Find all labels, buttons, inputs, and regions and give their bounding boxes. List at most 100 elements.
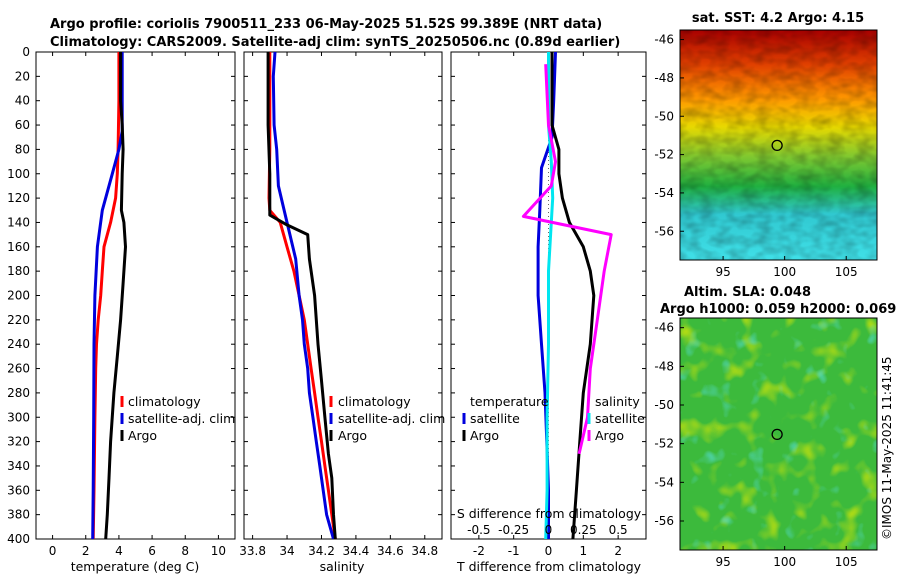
x-tick-label: -2 [473, 544, 485, 558]
temperature-x-ticks: 0 2 4 6 8 10 [49, 52, 226, 558]
sla-lon-ticks: 95 100 105 [715, 546, 858, 569]
lat-tick-label: -52 [654, 437, 674, 451]
lon-tick-label: 100 [773, 265, 796, 279]
x-tick-label: 34 [279, 544, 294, 558]
x-tick-label: 0 [49, 544, 57, 558]
temperature-axes-box [35, 51, 236, 540]
y-tick-label: 180 [7, 264, 30, 278]
series-line-climatology [267, 52, 337, 539]
sst-map-title: sat. SST: 4.2 Argo: 4.15 [692, 11, 864, 26]
top-tick-label: -0.5 [467, 523, 490, 537]
series-line-argo [266, 52, 337, 539]
s-difference-label: S difference from climatology [457, 506, 642, 521]
sst-lat-ticks: -46 -48 -50 -52 -54 -56 [654, 33, 684, 238]
lon-tick-label: 105 [835, 265, 858, 279]
legend-salinity-title: salinity [595, 394, 640, 409]
lat-tick-label: -48 [654, 71, 674, 85]
y-tick-label: 280 [7, 386, 30, 400]
difference-panel: -2 -1 0 1 2 temperature satellite Argo salin… [450, 51, 647, 574]
y-tick-label: 200 [7, 289, 30, 303]
y-tick-label: 300 [7, 410, 30, 424]
series-line-temperature-argo [550, 52, 596, 539]
lat-tick-label: -50 [654, 109, 674, 123]
difference-lines [521, 52, 613, 539]
legend-temperature-title: temperature [470, 394, 549, 409]
y-tick-label: 40 [15, 94, 30, 108]
top-tick-label: 0.5 [609, 523, 628, 537]
sla-map-title2: Argo h1000: 0.059 h2000: 0.069 [660, 302, 896, 317]
lat-tick-label: -50 [654, 398, 674, 412]
series-line-argo [104, 52, 127, 539]
lon-tick-label: 95 [715, 265, 730, 279]
x-tick-label: 4 [115, 544, 123, 558]
temperature-lines [91, 52, 127, 539]
lon-tick-label: 105 [835, 555, 858, 569]
sst-map: sat. SST: 4.2 Argo: 4.15 -46 -48 -50 -52 -54… [654, 11, 878, 279]
legend-satellite: satellite-adj. clim [338, 411, 445, 426]
sla-map-title1: Altim. SLA: 0.048 [684, 285, 811, 300]
salinity-depth-ticks [244, 51, 442, 540]
y-tick-label: 320 [7, 435, 30, 449]
y-tick-label: 20 [15, 69, 30, 83]
x-tick-label: 1 [580, 544, 588, 558]
top-tick-label: -0.25 [498, 523, 529, 537]
top-tick-label: 0.25 [570, 523, 597, 537]
lat-tick-label: -46 [654, 321, 674, 335]
legend-t-argo: Argo [470, 428, 499, 443]
legend-argo: Argo [128, 428, 157, 443]
difference-legend: temperature satellite Argo salinity sate… [462, 394, 645, 443]
y-tick-label: 340 [7, 459, 30, 473]
legend-t-satellite: satellite [470, 411, 520, 426]
difference-depth-ticks [451, 51, 646, 540]
legend-argo: Argo [338, 428, 367, 443]
y-tick-label: 220 [7, 313, 30, 327]
y-tick-label: 0 [22, 45, 30, 59]
sst-argo-marker [771, 139, 783, 152]
temperature-xlabel: temperature (deg C) [71, 559, 200, 574]
sla-frame [679, 317, 878, 551]
salinity-x-ticks: 33.8 34 34.2 34.4 34.6 34.8 [239, 52, 438, 558]
title-line2: Climatology: CARS2009. Satellite-adj cli… [50, 35, 620, 50]
sst-frame [679, 29, 878, 261]
series-line-climatology [91, 52, 121, 539]
lat-tick-label: -54 [654, 186, 674, 200]
legend-s-satellite: satellite [595, 411, 645, 426]
sla-texture-low [680, 318, 877, 550]
x-tick-label: -1 [508, 544, 520, 558]
x-tick-label: 8 [181, 544, 189, 558]
lon-tick-label: 95 [715, 555, 730, 569]
lat-tick-label: -56 [654, 514, 674, 528]
sst-texture [680, 30, 877, 260]
difference-x-ticks: -2 -1 0 1 2 [473, 52, 622, 558]
legend-satellite: satellite-adj. clim [128, 411, 235, 426]
series-line-salinity-argo [521, 64, 613, 455]
t-difference-xlabel: T difference from climatology [456, 559, 642, 574]
lat-tick-label: -52 [654, 148, 674, 162]
sla-map: Altim. SLA: 0.048 Argo h1000: 0.059 h200… [654, 285, 896, 569]
temperature-panel: 0204060801001201401601802002202402602803… [7, 45, 236, 574]
x-tick-label: 33.8 [239, 544, 266, 558]
lat-tick-label: -54 [654, 475, 674, 489]
y-tick-label: 120 [7, 191, 30, 205]
x-tick-label: 34.4 [343, 544, 370, 558]
y-tick-label: 380 [7, 508, 30, 522]
y-tick-label: 260 [7, 362, 30, 376]
y-tick-label: 360 [7, 483, 30, 497]
x-tick-label: 10 [211, 544, 226, 558]
salinity-lines [266, 52, 337, 539]
sla-argo-marker [771, 428, 783, 441]
x-tick-label: 6 [148, 544, 156, 558]
y-tick-label: 140 [7, 215, 30, 229]
series-line-satellite-adj-clim [271, 52, 335, 539]
lat-tick-label: -56 [654, 224, 674, 238]
y-tick-label: 400 [7, 532, 30, 546]
y-tick-label: 80 [15, 142, 30, 156]
x-tick-label: 34.8 [411, 544, 438, 558]
x-tick-label: 2 [614, 544, 622, 558]
s-difference-ticks: -0.5 -0.25 0 0.25 0.5 [467, 523, 628, 537]
x-tick-label: 34.6 [377, 544, 404, 558]
x-tick-label: 34.2 [308, 544, 335, 558]
y-tick-label: 60 [15, 118, 30, 132]
imos-watermark: ©IMOS 11-May-2025 11:41:45 [880, 356, 894, 540]
